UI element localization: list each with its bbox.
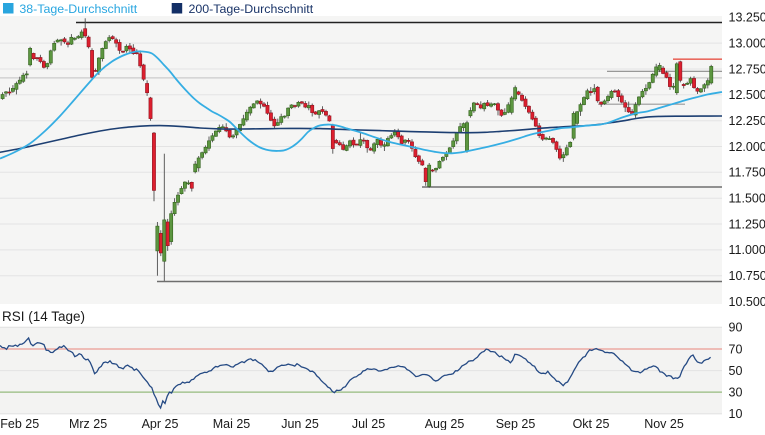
svg-text:Okt 25: Okt 25 bbox=[573, 417, 610, 430]
svg-text:70: 70 bbox=[729, 342, 743, 356]
svg-text:RSI (14 Tage): RSI (14 Tage) bbox=[2, 309, 85, 324]
svg-text:Aug 25: Aug 25 bbox=[425, 417, 465, 430]
svg-text:Sep 25: Sep 25 bbox=[496, 417, 536, 430]
svg-text:12.750: 12.750 bbox=[729, 62, 765, 76]
svg-text:12.250: 12.250 bbox=[729, 114, 765, 128]
svg-text:11.500: 11.500 bbox=[729, 192, 765, 206]
svg-text:10: 10 bbox=[729, 407, 743, 421]
svg-text:30: 30 bbox=[729, 385, 743, 399]
svg-text:13.000: 13.000 bbox=[729, 36, 765, 50]
svg-text:11.250: 11.250 bbox=[729, 217, 765, 231]
svg-text:10.500: 10.500 bbox=[729, 295, 765, 309]
svg-text:10.750: 10.750 bbox=[729, 269, 765, 283]
svg-text:12.500: 12.500 bbox=[729, 88, 765, 102]
svg-text:13.250: 13.250 bbox=[729, 11, 765, 25]
svg-text:12.000: 12.000 bbox=[729, 140, 765, 154]
svg-text:11.000: 11.000 bbox=[729, 243, 765, 257]
svg-text:Jul 25: Jul 25 bbox=[352, 417, 385, 430]
svg-text:Jun 25: Jun 25 bbox=[281, 417, 319, 430]
svg-text:Mai 25: Mai 25 bbox=[213, 417, 251, 430]
svg-text:Mrz 25: Mrz 25 bbox=[69, 417, 107, 430]
svg-text:50: 50 bbox=[729, 364, 743, 378]
svg-text:Feb 25: Feb 25 bbox=[0, 417, 39, 430]
svg-text:38-Tage-Durchschnitt: 38-Tage-Durchschnitt bbox=[19, 2, 137, 16]
svg-text:200-Tage-Durchschnitt: 200-Tage-Durchschnitt bbox=[189, 2, 314, 16]
svg-text:Nov 25: Nov 25 bbox=[644, 417, 684, 430]
svg-text:Apr 25: Apr 25 bbox=[142, 417, 179, 430]
svg-text:11.750: 11.750 bbox=[729, 166, 765, 180]
svg-text:90: 90 bbox=[729, 321, 743, 335]
